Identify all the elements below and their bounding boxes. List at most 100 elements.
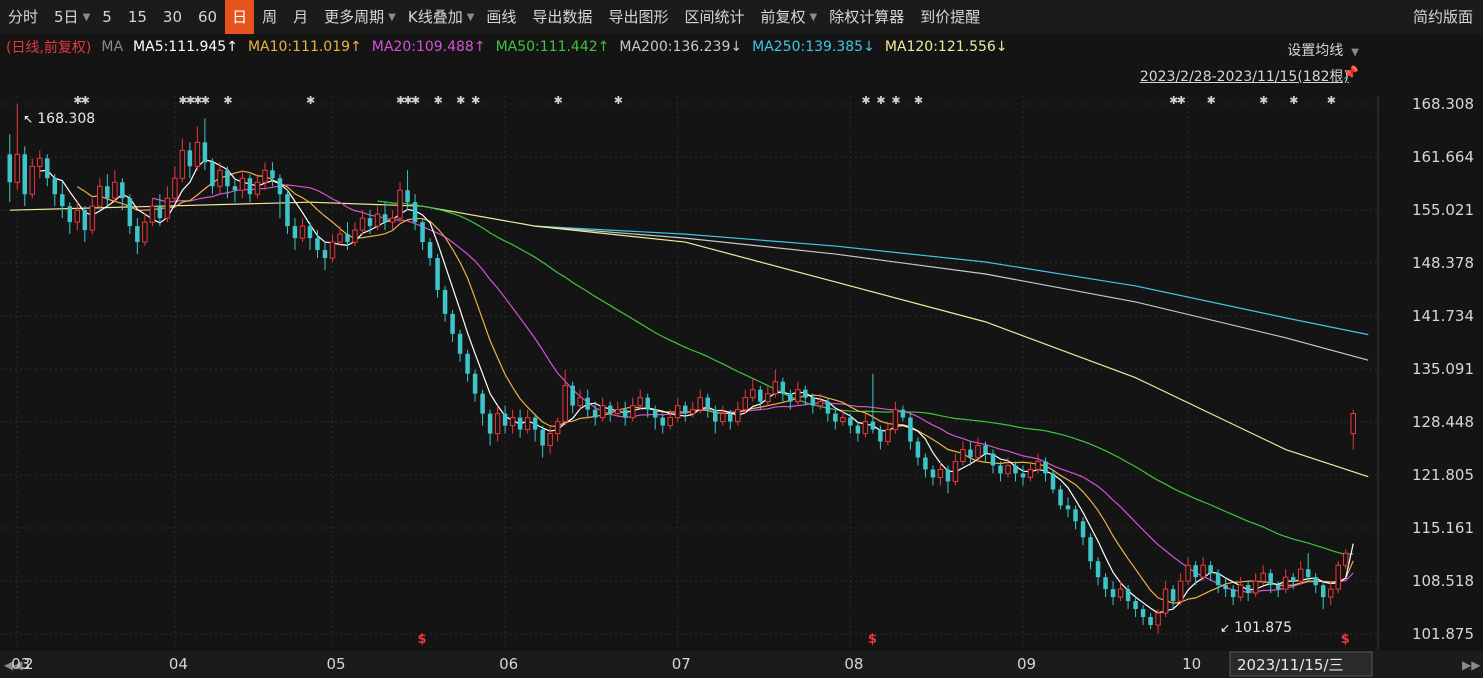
candle-body [465, 353, 470, 374]
candle-body [817, 401, 824, 407]
ma-setting-button[interactable]: 设置均线 ▼ [1287, 40, 1359, 60]
candle-body [1058, 489, 1063, 506]
toolbar-item-8[interactable]: 月 [293, 8, 309, 26]
candle [532, 413, 538, 442]
candle-body [352, 229, 358, 243]
candle-body [667, 417, 673, 427]
candle [862, 413, 869, 438]
toolbar-item-3[interactable]: 15 [127, 8, 147, 26]
candle [1020, 465, 1026, 486]
candle [1005, 457, 1011, 478]
toolbar-item-6[interactable]: 日 [225, 0, 255, 34]
candle [1230, 585, 1236, 606]
date-range-label[interactable]: 2023/2/28-2023/11/15(182根) [1139, 69, 1349, 85]
candle-body [674, 405, 681, 419]
toolbar-item-0[interactable]: 分时 [8, 8, 39, 26]
candle [502, 405, 508, 434]
candle-body [14, 153, 21, 183]
pin-icon[interactable]: 📌 [1342, 66, 1359, 81]
candle [172, 166, 178, 203]
simple-layout-button[interactable]: 简约版面 [1412, 8, 1473, 26]
candle [457, 329, 463, 362]
candle-body [1215, 573, 1221, 586]
toolbar-item-17[interactable]: 到价提醒 [920, 8, 981, 26]
toolbar-item-9[interactable]: 更多周期 [324, 8, 385, 26]
candle [1245, 581, 1251, 602]
candle-body [562, 385, 568, 423]
toolbar-item-15[interactable]: 前复权 [760, 8, 806, 26]
candle [337, 226, 343, 247]
candle [742, 389, 749, 414]
toolbar-item-2[interactable]: 5 [102, 8, 112, 26]
candle [915, 437, 921, 466]
chevron-down-icon[interactable]: ▼ [388, 11, 396, 23]
candle [397, 182, 403, 223]
candle [67, 202, 73, 235]
candle-body [1193, 565, 1198, 578]
candle-body [494, 413, 501, 435]
candle-body [480, 393, 485, 414]
toolbar-item-16[interactable]: 除权计算器 [829, 8, 905, 26]
toolbar-item-11[interactable]: 画线 [486, 8, 517, 26]
candle [427, 238, 433, 267]
event-flag-icon: ✱ [396, 94, 405, 107]
scroll-right-icon: ▶▶ [1462, 658, 1481, 672]
candle-body [750, 389, 756, 399]
toolbar-item-7[interactable]: 周 [262, 8, 278, 26]
candle [37, 150, 43, 179]
candle [164, 186, 171, 223]
candle-body [599, 405, 606, 419]
candle-body [22, 154, 28, 195]
candle-body [164, 197, 171, 219]
chevron-down-icon[interactable]: ▼ [82, 11, 91, 23]
event-flag-icon: ✱ [891, 94, 900, 107]
toolbar-item-13[interactable]: 导出图形 [608, 8, 669, 26]
event-flag-icon: ✱ [193, 94, 202, 107]
y-tick-label: 115.161 [1412, 519, 1474, 537]
candle-body [149, 205, 156, 223]
chevron-down-icon[interactable]: ▼ [809, 11, 818, 23]
toolbar-item-10[interactable]: K线叠加 [407, 8, 463, 26]
candle-body [915, 441, 921, 458]
candle-body [945, 469, 951, 482]
candle [517, 409, 523, 438]
candle-body [990, 453, 996, 466]
candle-body [1350, 413, 1356, 435]
candle-body [239, 177, 246, 191]
candle-body [97, 185, 103, 207]
event-flag-icon: ✱ [186, 94, 195, 107]
candle-body [540, 429, 545, 446]
y-tick-label: 101.875 [1412, 625, 1474, 643]
toolbar-item-5[interactable]: 60 [198, 8, 218, 26]
mode-label[interactable]: (日线,前复权) [6, 40, 92, 56]
candle-body [1208, 565, 1213, 574]
candle-body [968, 449, 973, 458]
candle [833, 409, 838, 430]
candle [780, 377, 786, 402]
candle-body [262, 169, 268, 183]
candle-body [52, 178, 58, 195]
candle [1088, 533, 1093, 570]
toolbar-item-4[interactable]: 30 [162, 8, 182, 26]
s-mark-icon: $ [1341, 632, 1350, 647]
candle-body [840, 417, 846, 423]
series-line-ma120 [9, 201, 1369, 478]
series-line-ma250 [535, 225, 1369, 336]
y-tick-label: 168.308 [1412, 95, 1474, 113]
toolbar-item-12[interactable]: 导出数据 [532, 8, 593, 26]
candle-body [1043, 461, 1048, 474]
candle-body [232, 186, 238, 191]
candle-body [1200, 564, 1206, 578]
series-line-ma5 [39, 159, 1354, 614]
candle-body [60, 194, 65, 207]
candle [299, 218, 306, 243]
candle [1208, 561, 1213, 582]
chevron-down-icon[interactable]: ▼ [466, 11, 475, 23]
event-flag-icon: ✱ [306, 94, 315, 107]
toolbar-item-1[interactable]: 5日 [54, 8, 79, 26]
toolbar-item-14[interactable]: 区间统计 [684, 8, 745, 26]
candle [1065, 497, 1071, 518]
candle [825, 397, 831, 422]
candle-body [810, 397, 816, 406]
